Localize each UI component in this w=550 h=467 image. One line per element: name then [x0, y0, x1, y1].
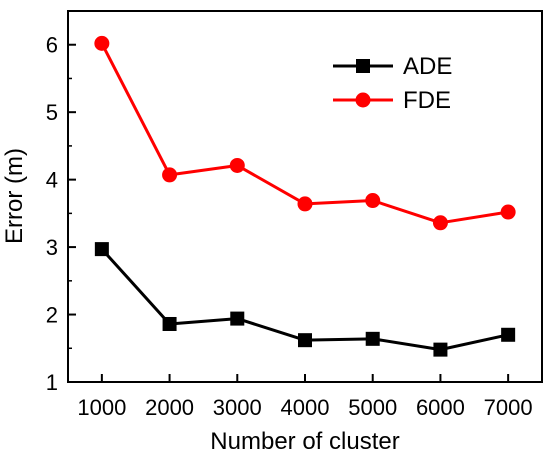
- y-tick-label: 3: [46, 235, 58, 260]
- ade-point: [162, 316, 177, 331]
- legend-ade-marker: [356, 59, 370, 73]
- series-layer: [94, 35, 516, 357]
- y-tick-label: 2: [46, 303, 58, 328]
- fde-point: [229, 157, 245, 173]
- y-tick-label: 1: [46, 370, 58, 395]
- x-tick-label: 4000: [281, 395, 330, 420]
- y-axis-title: Error (m): [1, 148, 28, 244]
- ade-point: [365, 331, 380, 346]
- fde-point: [365, 193, 381, 209]
- fde-point: [500, 204, 516, 220]
- ade-point: [433, 342, 448, 357]
- legend: ADE FDE: [333, 53, 452, 114]
- ade-point: [298, 333, 312, 348]
- x-tick-label: 2000: [145, 395, 194, 420]
- y-axis: 1 2 3 4 5 6: [46, 10, 76, 395]
- y-tick-label: 6: [46, 33, 58, 58]
- ade-point: [501, 327, 516, 342]
- legend-fde-label: FDE: [403, 87, 451, 114]
- x-tick-label: 1000: [77, 395, 126, 420]
- x-tick-label: 6000: [416, 395, 465, 420]
- x-axis-title: Number of cluster: [210, 428, 399, 455]
- legend-ade-label: ADE: [403, 53, 452, 80]
- fde-point: [297, 196, 313, 212]
- ade-point: [230, 311, 245, 326]
- ade-point: [94, 242, 109, 257]
- fde-point: [94, 35, 110, 51]
- x-tick-label: 7000: [484, 395, 533, 420]
- legend-fde-marker: [355, 92, 371, 108]
- fde-point: [432, 215, 448, 231]
- x-tick-label: 3000: [213, 395, 262, 420]
- x-tick-label: 5000: [348, 395, 397, 420]
- y-tick-label: 4: [46, 168, 58, 193]
- y-tick-label: 5: [46, 100, 58, 125]
- x-axis: 1000 2000 3000 4000 5000 6000 7000: [77, 374, 533, 420]
- fde-point: [162, 167, 178, 183]
